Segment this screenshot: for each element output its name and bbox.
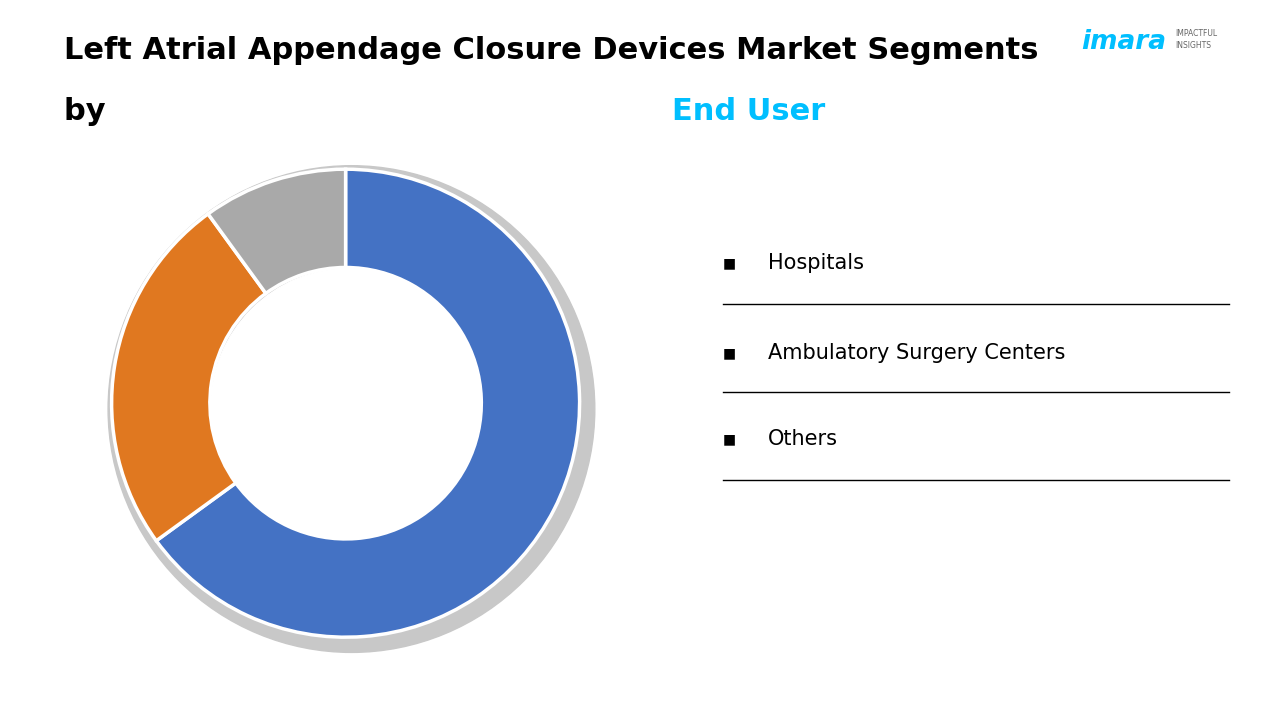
Text: End User: End User: [672, 97, 826, 126]
Text: Others: Others: [768, 429, 838, 449]
Wedge shape: [156, 169, 580, 637]
Text: Left Atrial Appendage Closure Devices Market Segments: Left Atrial Appendage Closure Devices Ma…: [64, 36, 1038, 65]
Text: by: by: [64, 97, 116, 126]
Text: ■: ■: [723, 432, 736, 446]
Text: Hospitals: Hospitals: [768, 253, 864, 273]
Text: ■: ■: [723, 346, 736, 360]
Circle shape: [210, 268, 493, 550]
Text: IMPACTFUL
INSIGHTS: IMPACTFUL INSIGHTS: [1175, 29, 1217, 50]
Text: ■: ■: [723, 256, 736, 270]
Wedge shape: [111, 214, 266, 541]
Text: Ambulatory Surgery Centers: Ambulatory Surgery Centers: [768, 343, 1065, 363]
Wedge shape: [209, 169, 346, 294]
Circle shape: [108, 166, 595, 652]
Text: imara: imara: [1082, 29, 1166, 55]
